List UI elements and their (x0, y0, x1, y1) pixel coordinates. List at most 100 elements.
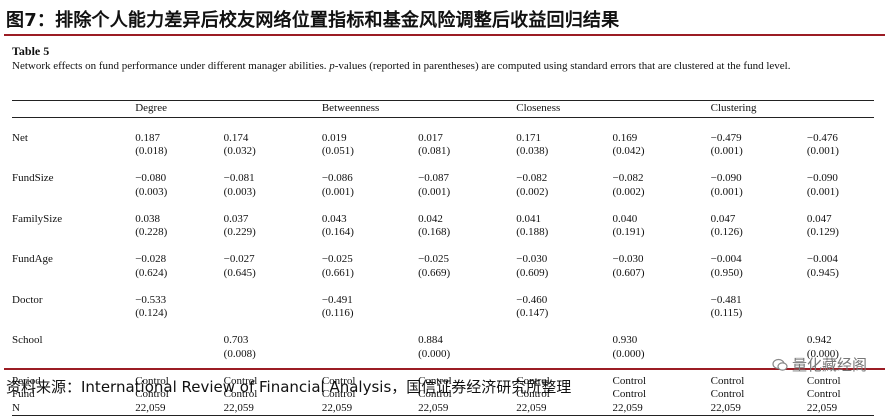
table-cell: −0.087 (418, 172, 516, 186)
table-cell: 22,059 (612, 402, 710, 416)
row-label: Net (12, 132, 125, 146)
table-cell: −0.090 (711, 172, 807, 186)
table-cell: 22,059 (224, 402, 322, 416)
header-blank (12, 101, 125, 118)
table-cell: −0.028 (125, 253, 223, 267)
table-cell: Control (612, 388, 710, 402)
top-rule (4, 34, 885, 36)
row-gap (12, 240, 874, 254)
table-cell: −0.082 (516, 172, 612, 186)
table-cell: −0.491 (322, 294, 418, 308)
table-cell (224, 294, 322, 308)
table-cell: 0.930 (612, 334, 710, 348)
table-row-pvalues: (0.018)(0.032)(0.051)(0.081)(0.038)(0.04… (12, 145, 874, 159)
table-cell: (0.001) (711, 145, 807, 159)
table-cell: 0.703 (224, 334, 322, 348)
table-cell (516, 348, 612, 362)
caption-text-pre: Network effects on fund performance unde… (12, 60, 329, 72)
table-cell: (0.001) (807, 145, 874, 159)
table-cell: (0.008) (224, 348, 322, 362)
row-label (12, 226, 125, 240)
row-label (12, 348, 125, 362)
table-cell: (0.001) (711, 186, 807, 200)
table-cell: (0.003) (224, 186, 322, 200)
source-note: 资料来源：International Review of Financial A… (6, 376, 571, 397)
table-cell: (0.191) (612, 226, 710, 240)
table-cell: (0.129) (807, 226, 874, 240)
table-row: FundAge−0.028−0.027−0.025−0.025−0.030−0.… (12, 253, 874, 267)
table-cell (807, 307, 874, 321)
table-cell: (0.001) (322, 186, 418, 200)
table-cell: 0.038 (125, 213, 223, 227)
table-cell (711, 334, 807, 348)
table-cell: 0.174 (224, 132, 322, 146)
table-cell: −0.081 (224, 172, 322, 186)
table-cell (125, 348, 223, 362)
table-cell: −0.030 (612, 253, 710, 267)
table-cell: 0.169 (612, 132, 710, 146)
table-cell: 0.047 (807, 213, 874, 227)
table-cell: (0.018) (125, 145, 223, 159)
row-label (12, 267, 125, 281)
table-cell: (0.645) (224, 267, 322, 281)
table-cell: 22,059 (516, 402, 612, 416)
table-cell: −0.090 (807, 172, 874, 186)
table-row-pvalues: (0.008)(0.000)(0.000)(0.000) (12, 348, 874, 362)
table-cell: 0.187 (125, 132, 223, 146)
table-row-pvalues: (0.124)(0.116)(0.147)(0.115) (12, 307, 874, 321)
row-label: Doctor (12, 294, 125, 308)
row-label: FundSize (12, 172, 125, 186)
table-row-pvalues: (0.624)(0.645)(0.661)(0.669)(0.609)(0.60… (12, 267, 874, 281)
group-header-clustering: Clustering (711, 101, 874, 118)
table-row: FundSize−0.080−0.081−0.086−0.087−0.082−0… (12, 172, 874, 186)
table-cell: (0.115) (711, 307, 807, 321)
table-cell: 22,059 (125, 402, 223, 416)
table-cell (418, 294, 516, 308)
row-label: FamilySize (12, 213, 125, 227)
table-cell: 0.171 (516, 132, 612, 146)
table-cell: (0.228) (125, 226, 223, 240)
table-cell: −0.533 (125, 294, 223, 308)
table-cell: (0.001) (418, 186, 516, 200)
table-cell: 0.041 (516, 213, 612, 227)
table-cell: Control (711, 375, 807, 389)
row-gap (12, 280, 874, 294)
row-label: N (12, 402, 125, 416)
table-cell (516, 334, 612, 348)
table-label: Table 5 (12, 44, 49, 59)
table-cell: 22,059 (807, 402, 874, 416)
table-cell: (0.661) (322, 267, 418, 281)
table-cell: 0.017 (418, 132, 516, 146)
table-cell: −0.080 (125, 172, 223, 186)
table-cell: (0.188) (516, 226, 612, 240)
figure-title: 图7：排除个人能力差异后校友网络位置指标和基金风险调整后收益回归结果 (6, 6, 619, 32)
table-cell: 0.040 (612, 213, 710, 227)
table-cell: (0.000) (418, 348, 516, 362)
table-cell: (0.147) (516, 307, 612, 321)
table-cell: (0.051) (322, 145, 418, 159)
table-cell: −0.476 (807, 132, 874, 146)
table-cell: Control (612, 375, 710, 389)
table-cell: (0.168) (418, 226, 516, 240)
table-cell: (0.950) (711, 267, 807, 281)
table-cell: 0.884 (418, 334, 516, 348)
row-gap (12, 199, 874, 213)
table-cell: (0.002) (612, 186, 710, 200)
table-caption: Network effects on fund performance unde… (12, 60, 876, 73)
row-gap (12, 159, 874, 173)
table-cell: −0.025 (322, 253, 418, 267)
caption-text-post: -values (reported in parentheses) are co… (335, 60, 791, 72)
table-cell: (0.124) (125, 307, 223, 321)
table-cell: Control (807, 388, 874, 402)
row-label (12, 307, 125, 321)
table-cell: (0.002) (516, 186, 612, 200)
row-gap (12, 321, 874, 335)
table-cell: −0.025 (418, 253, 516, 267)
table-cell (612, 307, 710, 321)
table-cell: −0.082 (612, 172, 710, 186)
table-cell (224, 307, 322, 321)
